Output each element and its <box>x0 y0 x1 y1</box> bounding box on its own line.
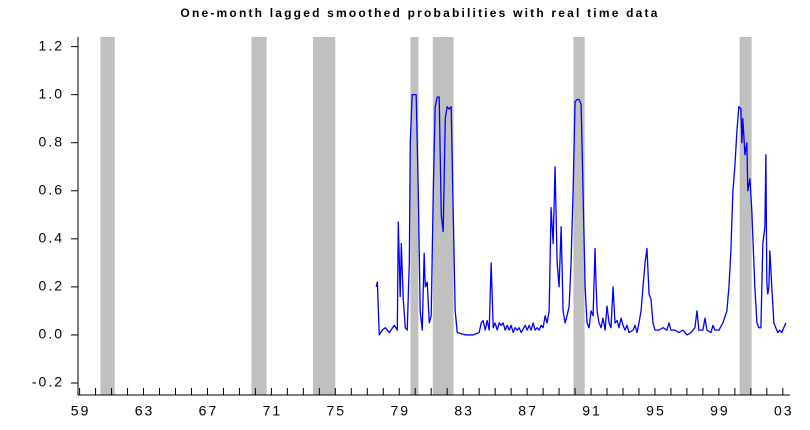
y-tick-label: -0.2 <box>32 374 64 390</box>
shaded-period <box>410 37 419 395</box>
chart-title: One-month lagged smoothed probabilities … <box>180 6 659 20</box>
x-tick-label: 91 <box>582 403 602 419</box>
y-tick-label: 0.2 <box>39 278 64 294</box>
y-tick-label: 0.4 <box>39 230 64 246</box>
probability-line <box>375 94 787 336</box>
shaded-period <box>739 37 752 395</box>
x-tick-label: 71 <box>263 403 283 419</box>
shaded-period <box>251 37 267 395</box>
x-tick-label: 59 <box>71 403 91 419</box>
y-tick-label: 0.6 <box>39 181 64 197</box>
y-tick-label: 1.2 <box>39 37 64 53</box>
y-tick-label: 1.0 <box>39 85 64 101</box>
y-tick-label: 0.8 <box>39 133 64 149</box>
x-tick-label: 67 <box>199 403 219 419</box>
x-tick-label: 75 <box>327 403 347 419</box>
x-tick-label: 03 <box>774 403 794 419</box>
shaded-period <box>312 37 336 395</box>
x-tick-label: 83 <box>454 403 474 419</box>
shaded-period <box>573 37 585 395</box>
x-tick-label: 79 <box>390 403 410 419</box>
shaded-period <box>100 37 115 395</box>
x-tick-label: 63 <box>135 403 155 419</box>
x-tick-label: 87 <box>518 403 538 419</box>
y-tick-label: 0.0 <box>39 326 64 342</box>
x-tick-label: 95 <box>646 403 666 419</box>
x-tick-label: 99 <box>710 403 730 419</box>
